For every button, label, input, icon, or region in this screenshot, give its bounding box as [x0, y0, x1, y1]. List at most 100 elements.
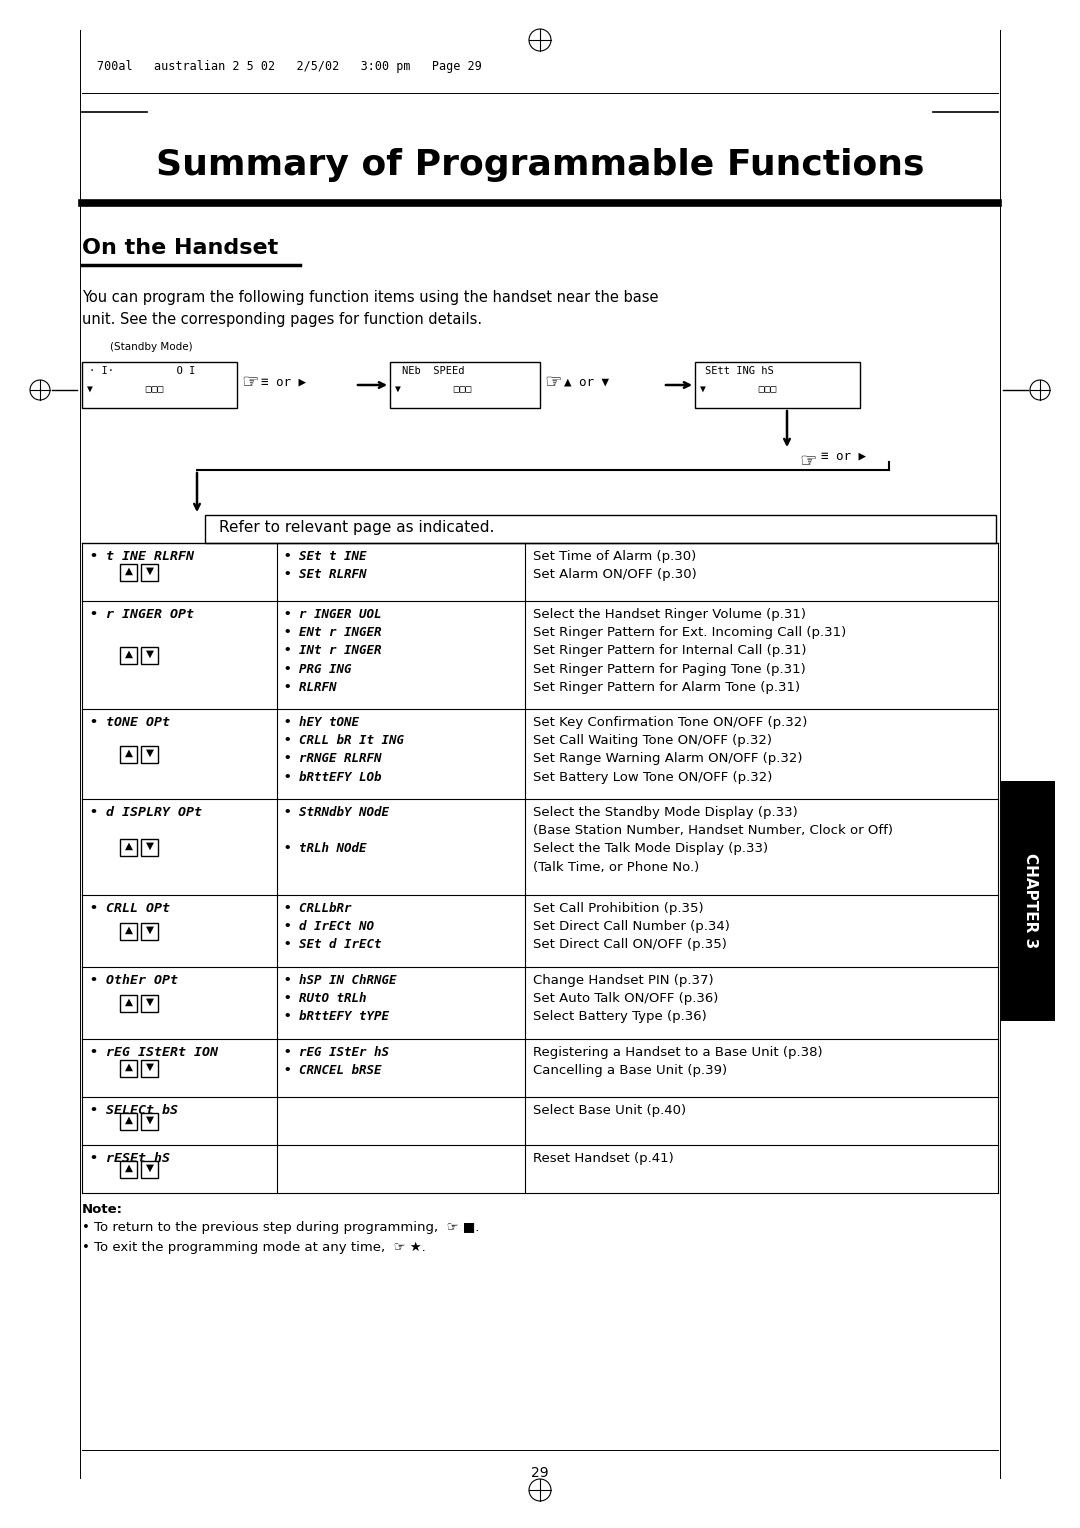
Text: • SEt t INE
• SEt RLRFN: • SEt t INE • SEt RLRFN: [284, 550, 366, 581]
Text: Set Time of Alarm (p.30)
Set Alarm ON/OFF (p.30): Set Time of Alarm (p.30) Set Alarm ON/OF…: [534, 550, 697, 581]
Text: NEb  SPEEd: NEb SPEEd: [402, 367, 464, 376]
Text: ▼: ▼: [146, 840, 153, 851]
Bar: [696, 362, 860, 408]
Bar: [120, 1112, 137, 1129]
Text: ▲: ▲: [124, 924, 133, 935]
Text: ▼         □□□: ▼ □□□: [700, 384, 777, 394]
Bar: [141, 646, 158, 663]
Text: ▲: ▲: [124, 1115, 133, 1125]
Bar: [141, 564, 158, 581]
Text: Summary of Programmable Functions: Summary of Programmable Functions: [156, 148, 924, 182]
Text: CHAPTER 3: CHAPTER 3: [1023, 853, 1038, 949]
Text: ▲: ▲: [124, 1062, 133, 1073]
Text: Note:: Note:: [82, 1203, 123, 1216]
Text: • r INGER UOL
• ENt r INGER
• INt r INGER
• PRG ING
• RLRFN: • r INGER UOL • ENt r INGER • INt r INGE…: [284, 608, 381, 694]
Text: • rEG IStERt ION: • rEG IStERt ION: [90, 1047, 218, 1059]
Text: Select the Standby Mode Display (p.33)
(Base Station Number, Handset Number, Clo: Select the Standby Mode Display (p.33) (…: [534, 805, 893, 874]
Bar: [141, 1059, 158, 1077]
Text: ▼: ▼: [146, 565, 153, 576]
Bar: [120, 1059, 137, 1077]
Text: • hSP IN ChRNGE
• RUtO tRLh
• bRttEFY tYPE: • hSP IN ChRNGE • RUtO tRLh • bRttEFY tY…: [284, 973, 396, 1024]
Bar: [120, 746, 137, 762]
Text: ▲ or ▼: ▲ or ▼: [564, 376, 609, 388]
Text: • t INE RLRFN: • t INE RLRFN: [90, 550, 194, 562]
Text: ▼: ▼: [146, 996, 153, 1007]
Text: ☞: ☞: [241, 373, 258, 391]
Text: ▼: ▼: [146, 924, 153, 935]
Text: 29: 29: [531, 1465, 549, 1481]
Bar: [120, 839, 137, 856]
Text: • tONE OPt: • tONE OPt: [90, 717, 170, 729]
Text: ▼: ▼: [146, 649, 153, 659]
Text: • rESEt hS: • rESEt hS: [90, 1152, 170, 1164]
Text: • r INGER OPt: • r INGER OPt: [90, 608, 194, 620]
Bar: [205, 515, 996, 542]
Text: ▼         □□□: ▼ □□□: [87, 384, 163, 394]
Bar: [390, 362, 540, 408]
Text: • CRLLbRr
• d IrECt NO
• SEt d IrECt: • CRLLbRr • d IrECt NO • SEt d IrECt: [284, 902, 381, 952]
Text: • SELECt bS: • SELECt bS: [90, 1105, 178, 1117]
Text: • CRLL OPt: • CRLL OPt: [90, 902, 170, 915]
Bar: [141, 839, 158, 856]
Text: Select Base Unit (p.40): Select Base Unit (p.40): [534, 1105, 686, 1117]
Text: unit. See the corresponding pages for function details.: unit. See the corresponding pages for fu…: [82, 312, 482, 327]
Text: · I·          O I: · I· O I: [89, 367, 195, 376]
Text: ▲: ▲: [124, 749, 133, 758]
Text: • OthEr OPt: • OthEr OPt: [90, 973, 178, 987]
Text: ▼         □□□: ▼ □□□: [395, 384, 471, 394]
Bar: [120, 646, 137, 663]
Bar: [141, 995, 158, 1012]
Bar: [141, 746, 158, 762]
Text: • StRNdbY NOdE

• tRLh NOdE: • StRNdbY NOdE • tRLh NOdE: [284, 805, 389, 856]
Text: • To exit the programming mode at any time,  ☞ ★.: • To exit the programming mode at any ti…: [82, 1241, 426, 1254]
Text: SEtt ING hS: SEtt ING hS: [705, 367, 773, 376]
Text: ▼: ▼: [146, 1062, 153, 1073]
Bar: [120, 995, 137, 1012]
Text: (Standby Mode): (Standby Mode): [110, 342, 192, 351]
Text: ▲: ▲: [124, 840, 133, 851]
Text: • d ISPLRY OPt: • d ISPLRY OPt: [90, 805, 202, 819]
Text: Set Key Confirmation Tone ON/OFF (p.32)
Set Call Waiting Tone ON/OFF (p.32)
Set : Set Key Confirmation Tone ON/OFF (p.32) …: [534, 717, 808, 784]
Text: Registering a Handset to a Base Unit (p.38)
Cancelling a Base Unit (p.39): Registering a Handset to a Base Unit (p.…: [534, 1047, 823, 1077]
Bar: [120, 923, 137, 940]
Text: • hEY tONE
• CRLL bR It ING
• rRNGE RLRFN
• bRttEFY LOb: • hEY tONE • CRLL bR It ING • rRNGE RLRF…: [284, 717, 404, 784]
Text: You can program the following function items using the handset near the base: You can program the following function i…: [82, 290, 659, 306]
Text: Select the Handset Ringer Volume (p.31)
Set Ringer Pattern for Ext. Incoming Cal: Select the Handset Ringer Volume (p.31) …: [534, 608, 847, 694]
Text: ≡ or ▶: ≡ or ▶: [821, 449, 866, 461]
Text: Reset Handset (p.41): Reset Handset (p.41): [534, 1152, 674, 1164]
Text: • rEG IStEr hS
• CRNCEL bRSE: • rEG IStEr hS • CRNCEL bRSE: [284, 1047, 389, 1077]
Text: Refer to relevant page as indicated.: Refer to relevant page as indicated.: [219, 520, 495, 535]
Bar: [1001, 781, 1055, 1021]
Bar: [141, 923, 158, 940]
Bar: [120, 564, 137, 581]
Bar: [82, 362, 237, 408]
Text: ▼: ▼: [146, 1115, 153, 1125]
Text: • To return to the previous step during programming,  ☞ ■.: • To return to the previous step during …: [82, 1221, 480, 1235]
Text: Set Call Prohibition (p.35)
Set Direct Call Number (p.34)
Set Direct Call ON/OFF: Set Call Prohibition (p.35) Set Direct C…: [534, 902, 730, 952]
Text: ▼: ▼: [146, 749, 153, 758]
Bar: [141, 1112, 158, 1129]
Text: ▲: ▲: [124, 1163, 133, 1174]
Text: ≡ or ▶: ≡ or ▶: [261, 376, 306, 388]
Bar: [120, 1160, 137, 1178]
Bar: [141, 1160, 158, 1178]
Text: On the Handset: On the Handset: [82, 238, 279, 258]
Text: ▲: ▲: [124, 996, 133, 1007]
Text: ▲: ▲: [124, 565, 133, 576]
Text: ▼: ▼: [146, 1163, 153, 1174]
Text: Change Handset PIN (p.37)
Set Auto Talk ON/OFF (p.36)
Select Battery Type (p.36): Change Handset PIN (p.37) Set Auto Talk …: [534, 973, 718, 1024]
Text: ☞: ☞: [544, 373, 562, 391]
Text: ☞: ☞: [799, 452, 816, 471]
Text: ▲: ▲: [124, 649, 133, 659]
Text: 700al   australian 2 5 02   2/5/02   3:00 pm   Page 29: 700al australian 2 5 02 2/5/02 3:00 pm P…: [97, 60, 482, 73]
